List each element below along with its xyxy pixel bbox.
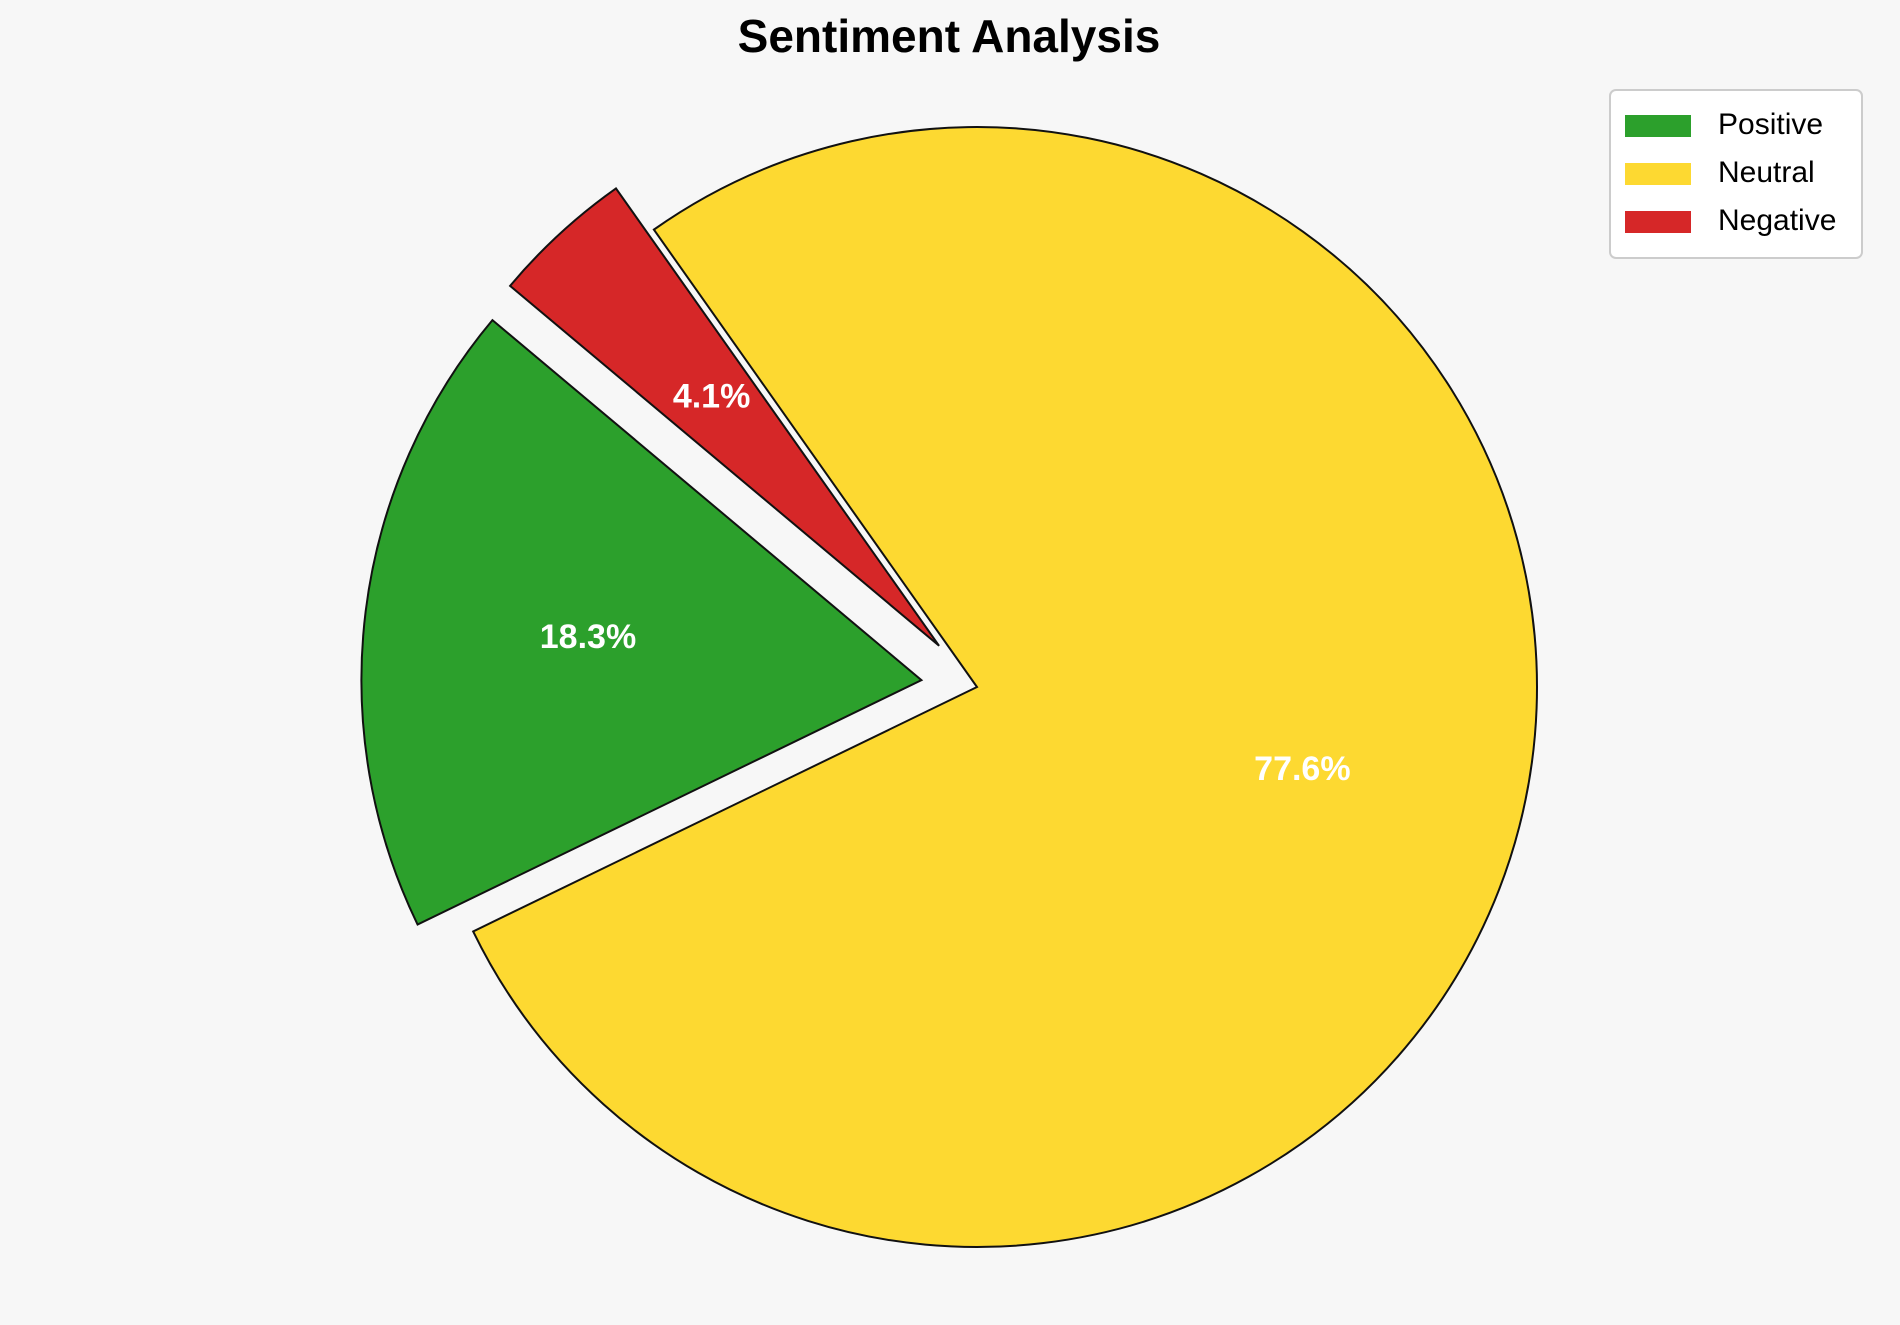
pie-slice (471, 126, 1538, 1248)
slice-label: 18.3% (540, 618, 636, 656)
legend-label: Neutral (1718, 156, 1815, 189)
legend-swatch (1625, 163, 1691, 185)
slice-label: 77.6% (1254, 750, 1350, 788)
legend-swatch (1625, 115, 1691, 137)
legend-label: Positive (1718, 108, 1823, 141)
pie-slice (508, 187, 940, 647)
chart-title: Sentiment Analysis (738, 10, 1161, 62)
legend-swatch (1625, 211, 1691, 233)
legend-label: Negative (1718, 204, 1836, 237)
slice-label: 4.1% (673, 378, 751, 416)
pie-slice (360, 318, 924, 926)
